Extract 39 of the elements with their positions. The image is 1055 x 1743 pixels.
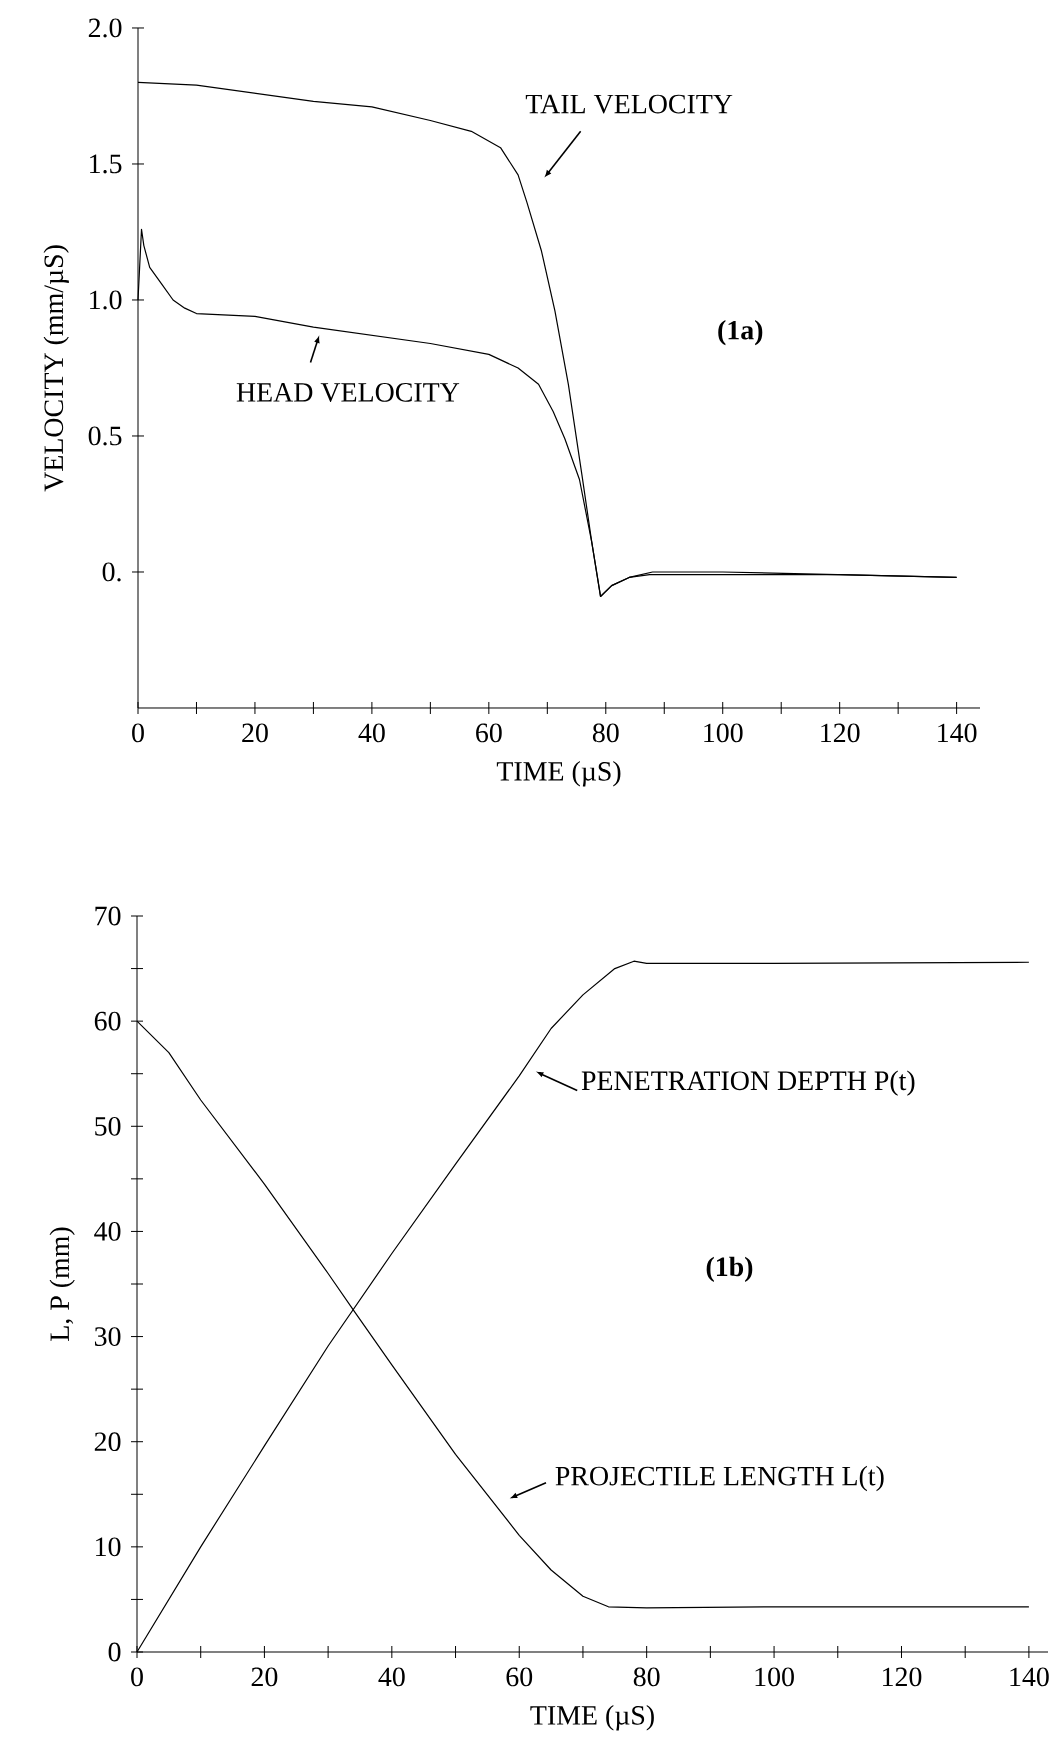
x-tick-label: 100 [704, 723, 743, 743]
x-tick-label: 20 [242, 723, 268, 743]
annotation: PROJECTILE LENGTH L(t) [555, 1465, 884, 1492]
y-tick-label: 20 [94, 1432, 121, 1452]
y-tick-label: 30 [94, 1327, 121, 1346]
x-tick-label: 80 [592, 723, 619, 743]
y-tick-label: 60 [94, 1011, 121, 1031]
y-tick-label: 2.0 [88, 18, 122, 38]
annotation: PENETRATION DEPTH P(t) [581, 1070, 915, 1096]
annotation: (1a) [718, 319, 763, 346]
x-tick-label: 60 [476, 723, 502, 743]
x-tick-label: 120 [821, 723, 860, 743]
x-tick-label: 20 [251, 1667, 278, 1687]
y-tick-label: 70 [95, 906, 121, 926]
x-tick-label: 0 [131, 1667, 143, 1687]
x-tick-label: 140 [938, 723, 977, 743]
x-tick-label: 100 [755, 1667, 794, 1687]
y-tick-label: 40 [94, 1222, 121, 1241]
x-tick-label: 140 [1010, 1667, 1049, 1687]
x-tick-label: 80 [633, 1667, 660, 1687]
y-tick-label: 10 [96, 1537, 121, 1557]
x-tick-label: 120 [883, 1667, 922, 1687]
y-tick-label: 0. [102, 562, 121, 582]
x-axis-title: TIME (µS) [530, 1705, 654, 1731]
annotation: (1b) [706, 1256, 753, 1282]
y-axis-title: VELOCITY (mm/µS) [43, 245, 69, 492]
y-tick-label: 0.5 [88, 426, 122, 446]
y-tick-label: 50 [95, 1116, 121, 1136]
x-tick-label: 40 [358, 723, 385, 743]
annotation: HEAD VELOCITY [236, 383, 460, 402]
x-axis-title: TIME (µS) [496, 761, 621, 787]
annotation: TAIL VELOCITY [525, 94, 733, 114]
x-tick-label: 0 [132, 723, 144, 743]
y-axis-title: L, P (mm) [49, 1227, 75, 1341]
x-tick-label: 40 [378, 1667, 405, 1687]
y-tick-label: 0 [108, 1642, 121, 1662]
y-tick-label: 1.5 [90, 154, 122, 174]
x-tick-label: 60 [506, 1667, 533, 1687]
y-tick-label: 1.0 [90, 290, 122, 310]
